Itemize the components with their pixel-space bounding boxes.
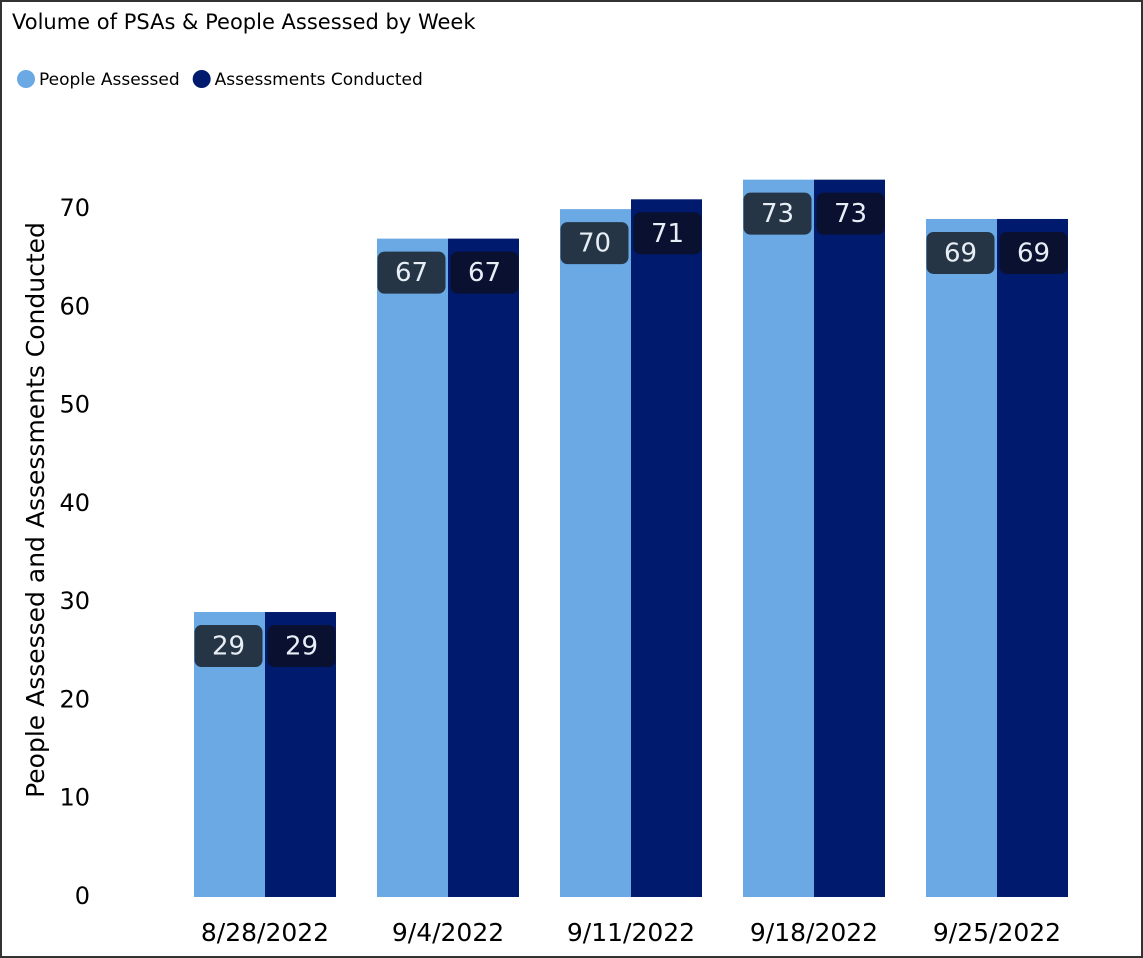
data-label-box xyxy=(194,625,263,668)
x-tick-label: 8/28/2022 xyxy=(201,918,329,947)
data-label-box xyxy=(743,192,812,235)
x-tick-label: 9/11/2022 xyxy=(567,918,695,947)
y-axis-title: People Assessed and Assessments Conducte… xyxy=(21,222,50,798)
data-label: 69 xyxy=(944,238,977,268)
data-label-box xyxy=(999,231,1068,274)
y-tick-label: 0 xyxy=(75,882,90,910)
legend-label: Assessments Conducted xyxy=(215,70,423,90)
data-label: 67 xyxy=(468,258,501,288)
data-label: 29 xyxy=(212,632,245,662)
y-tick-label: 50 xyxy=(59,391,90,419)
legend-swatch xyxy=(17,70,35,88)
bar xyxy=(926,218,997,897)
y-tick-label: 30 xyxy=(59,587,90,615)
y-tick-label: 40 xyxy=(59,489,90,517)
data-label-box xyxy=(377,251,446,294)
legend-label: People Assessed xyxy=(39,70,180,90)
y-tick-label: 10 xyxy=(59,784,90,812)
bar xyxy=(743,179,814,898)
data-label: 67 xyxy=(395,258,428,288)
x-tick-label: 9/4/2022 xyxy=(392,918,504,947)
y-tick-label: 60 xyxy=(59,292,90,320)
bar xyxy=(377,238,448,897)
x-tick-label: 9/18/2022 xyxy=(750,918,878,947)
data-label: 29 xyxy=(285,632,318,662)
y-tick-label: 70 xyxy=(59,194,90,222)
data-label: 69 xyxy=(1017,238,1050,268)
chart-title: Volume of PSAs & People Assessed by Week xyxy=(12,10,476,34)
data-label: 71 xyxy=(651,219,684,249)
data-label: 70 xyxy=(578,229,611,259)
data-label-box xyxy=(816,192,885,235)
data-label: 73 xyxy=(834,199,867,229)
data-label-box xyxy=(450,251,519,294)
bar xyxy=(560,209,631,898)
bar xyxy=(997,218,1068,897)
data-label-box xyxy=(560,222,629,265)
legend-swatch xyxy=(192,70,211,88)
bar xyxy=(814,179,885,898)
bar xyxy=(448,238,519,897)
data-label-box xyxy=(926,231,995,274)
data-label-box xyxy=(633,212,702,255)
y-tick-label: 20 xyxy=(59,685,90,713)
data-label: 73 xyxy=(761,199,794,229)
data-label-box xyxy=(267,625,336,668)
x-tick-label: 9/25/2022 xyxy=(933,918,1061,947)
bar xyxy=(631,199,702,898)
